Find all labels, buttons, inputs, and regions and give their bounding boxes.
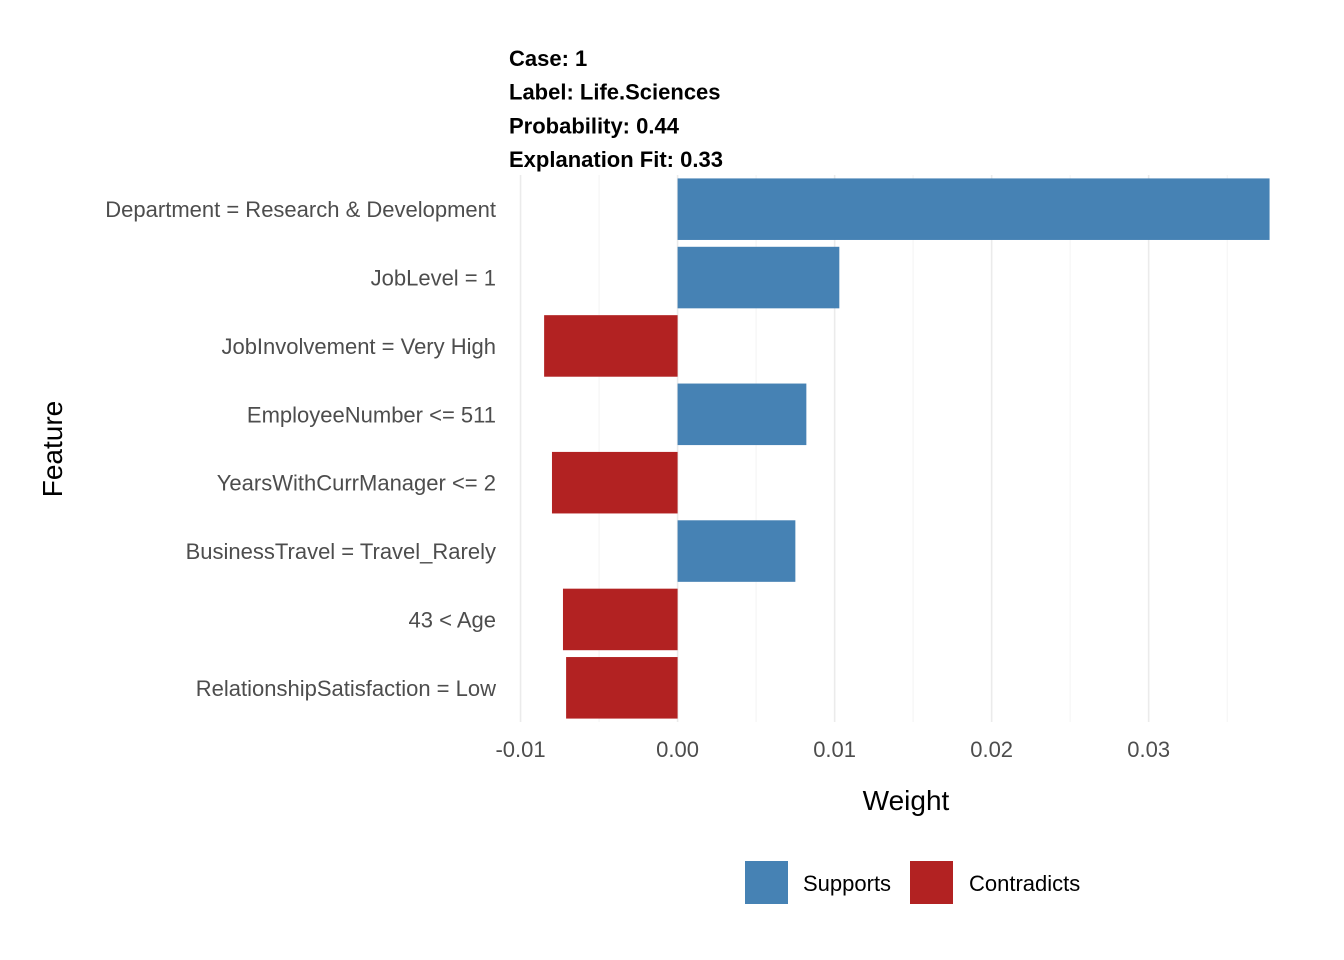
bar-8 [566,657,678,719]
legend-label-contradicts: Contradicts [969,871,1080,896]
y-tick-label: YearsWithCurrManager <= 2 [217,471,496,496]
y-tick-label: EmployeeNumber <= 511 [247,402,496,427]
y-tick-label: RelationshipSatisfaction = Low [196,676,496,701]
x-axis-title: Weight [863,785,950,816]
x-tick-label: 0.00 [656,737,699,762]
legend-label-supports: Supports [803,871,891,896]
y-axis-title: Feature [37,401,68,498]
legend: Supports Contradicts [745,861,1080,904]
title-line-1: Case: 1 [509,46,587,71]
title-line-2: Label: Life.Sciences [509,80,721,105]
y-tick-label: JobInvolvement = Very High [221,334,496,359]
title-line-4: Explanation Fit: 0.33 [509,147,723,172]
bars [544,178,1270,719]
bar-5 [551,451,678,514]
bar-2 [677,246,840,309]
x-tick-label: -0.01 [495,737,545,762]
bar-4 [677,383,807,446]
y-tick-label: BusinessTravel = Travel_Rarely [186,539,496,564]
y-tick-label: Department = Research & Development [105,197,496,222]
bar-1 [677,178,1270,240]
y-tick-labels: Department = Research & Development JobLe… [105,197,496,701]
x-tick-label: 0.02 [970,737,1013,762]
title-line-3: Probability: 0.44 [509,113,680,138]
bar-7 [562,588,678,651]
bar-6 [677,520,796,582]
x-tick-label: 0.01 [813,737,856,762]
chart-title: Case: 1 Label: Life.Sciences Probability: … [509,46,723,172]
x-tick-labels: -0.01 0.00 0.01 0.02 0.03 [495,737,1170,762]
x-tick-label: 0.03 [1127,737,1170,762]
y-tick-label: JobLevel = 1 [371,266,496,291]
bar-3 [544,315,678,377]
y-tick-label: 43 < Age [409,607,496,632]
legend-swatch-supports [745,861,788,904]
legend-swatch-contradicts [910,861,953,904]
